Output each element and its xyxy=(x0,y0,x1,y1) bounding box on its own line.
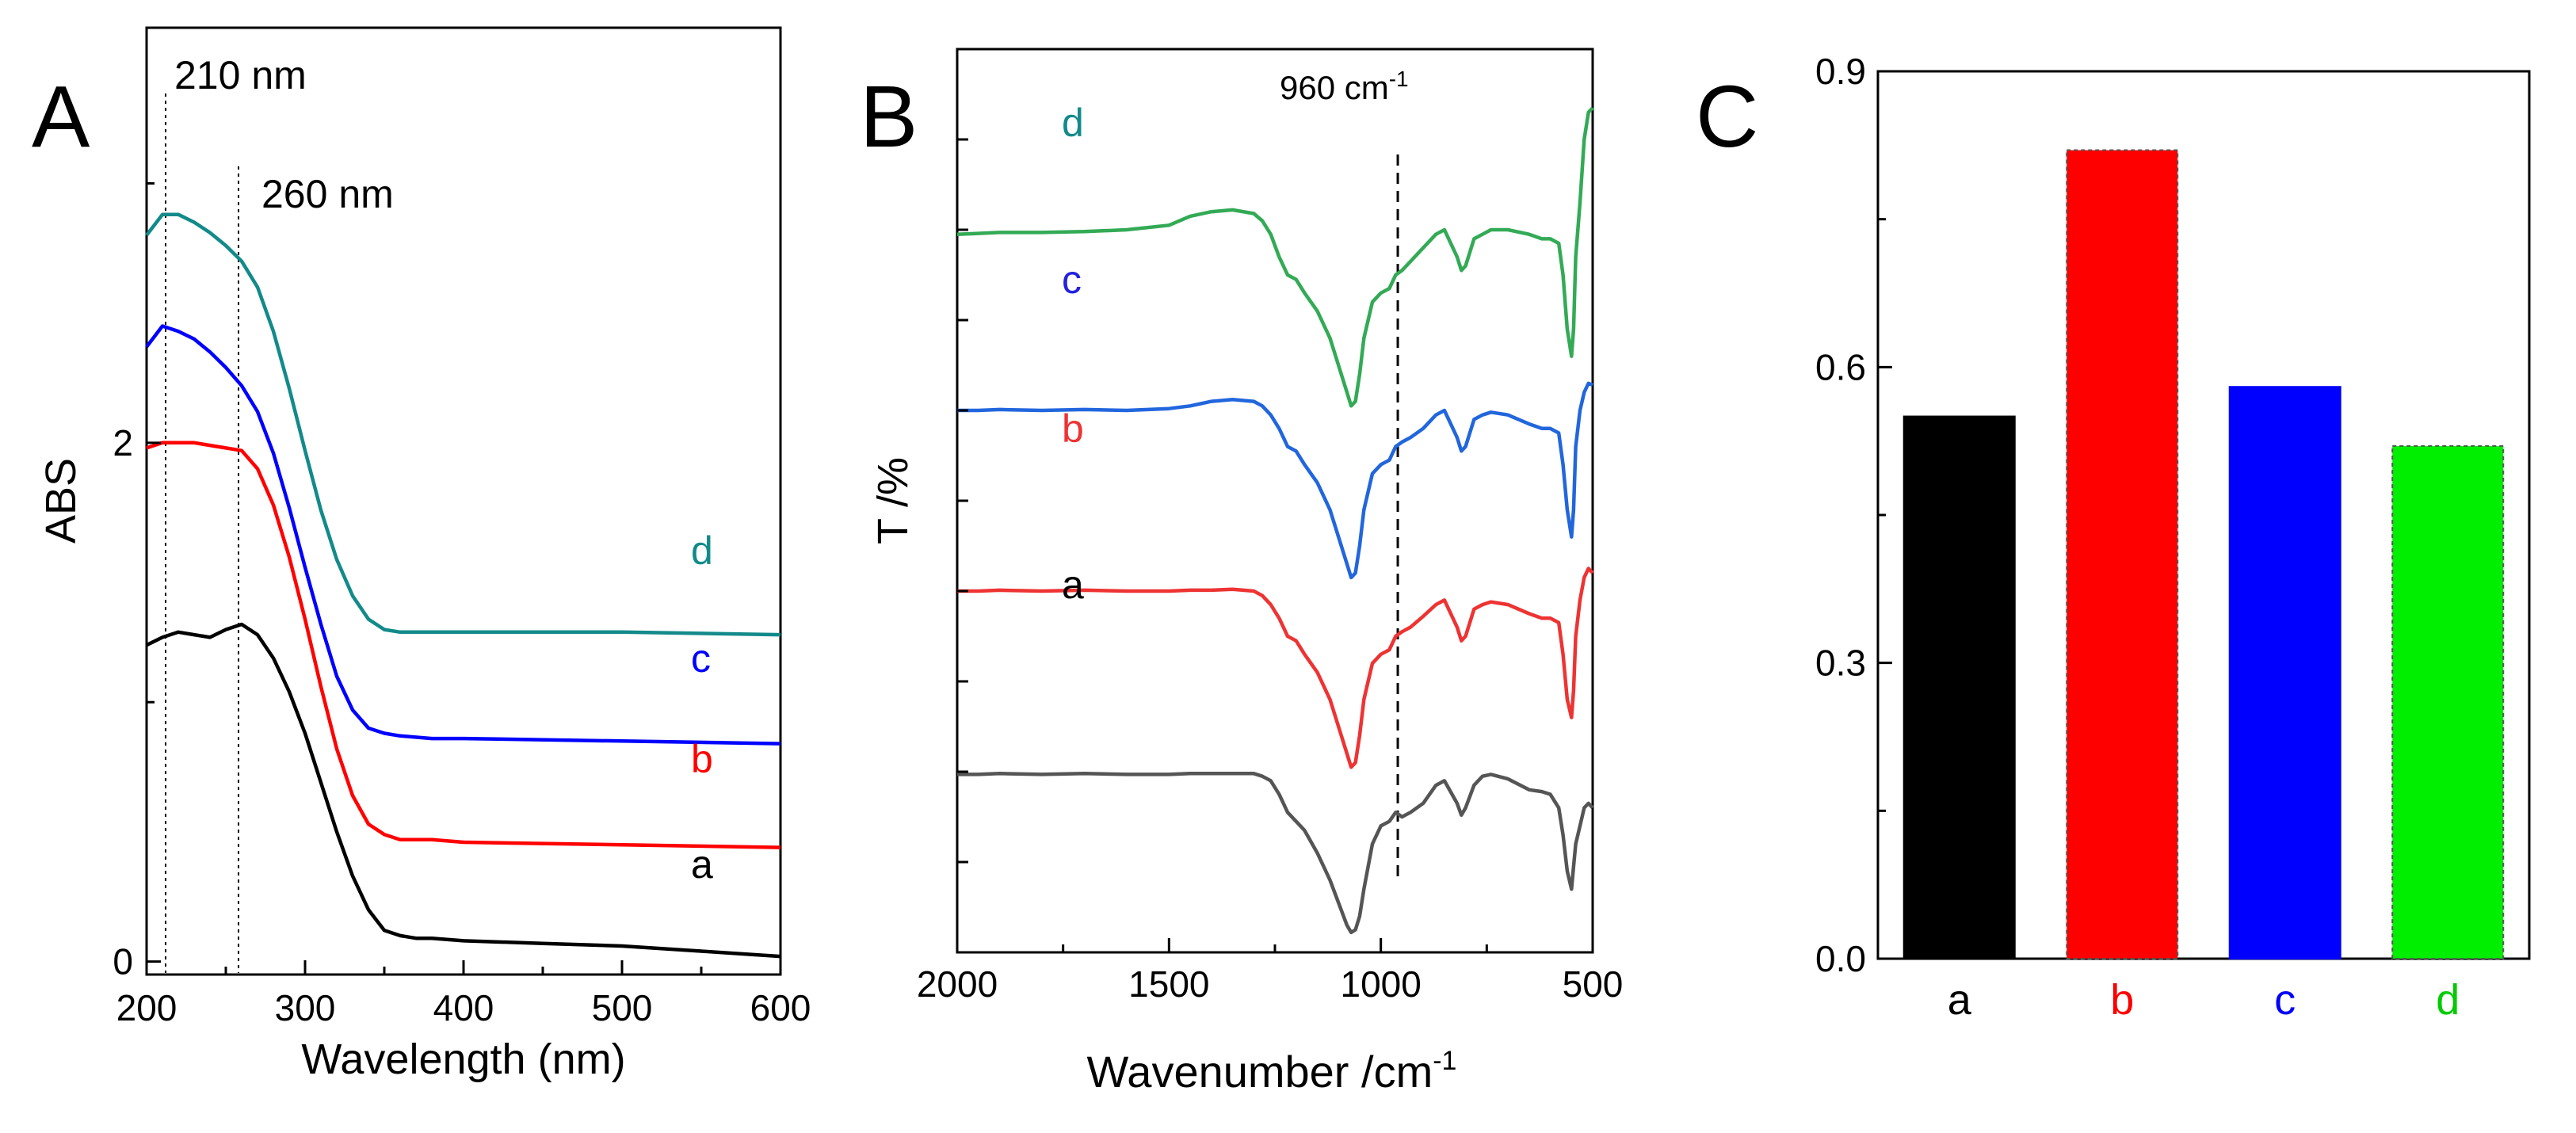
series-line-a-a xyxy=(146,622,781,959)
panel-label-a: A xyxy=(32,68,90,166)
series-labels-b: a b c d xyxy=(1062,101,1084,607)
series-label-b-c: c xyxy=(1062,258,1082,302)
series-line-b-c xyxy=(957,381,1593,580)
x-tick-label-b-1: 1500 xyxy=(1128,963,1209,1005)
plot-frame-b xyxy=(956,48,1594,954)
x-tick-label-b-2: 1000 xyxy=(1340,963,1421,1005)
category-label-c: c xyxy=(2274,976,2296,1024)
series-line-b-b xyxy=(957,566,1594,769)
series-lines-a xyxy=(145,212,781,959)
ref-label-b-text: 960 cm xyxy=(1280,69,1389,106)
y-tick-label-a-1: 2 xyxy=(113,422,133,464)
series-label-a-b: b xyxy=(691,737,713,781)
ref-label-a-1: 260 nm xyxy=(261,172,394,216)
x-axis-label-b-text: Wavenumber /cm xyxy=(1087,1047,1433,1097)
series-labels-a: a b c d xyxy=(691,528,713,887)
y-tick-label-c-0: 0.0 xyxy=(1815,938,1866,979)
series-line-b-a xyxy=(957,772,1594,935)
category-labels-c: a b c d xyxy=(1948,976,2460,1024)
series-label-a-d: d xyxy=(691,528,713,573)
tick-labels-b: 2000 1500 1000 500 xyxy=(917,963,1624,1005)
axis-ticks-b xyxy=(956,138,1594,952)
series-line-a-b xyxy=(146,441,781,849)
series-label-a-c: c xyxy=(691,636,711,681)
x-tick-label-b-0: 2000 xyxy=(917,963,998,1005)
tick-labels-c: 0.0 0.3 0.6 0.9 xyxy=(1815,51,1866,979)
plot-frame-a xyxy=(145,26,782,976)
series-line-b-d xyxy=(956,106,1594,408)
x-tick-label-a-0: 200 xyxy=(116,987,177,1028)
category-label-a: a xyxy=(1948,976,1972,1024)
bar-d xyxy=(2391,444,2505,959)
y-tick-label-a-0: 0 xyxy=(113,941,133,982)
y-axis-label-a: ABS xyxy=(37,458,85,544)
panel-label-b: B xyxy=(860,68,918,166)
x-tick-label-b-3: 500 xyxy=(1563,963,1624,1005)
x-tick-label-a-4: 600 xyxy=(750,987,811,1028)
tick-labels-a: 200 300 400 500 600 0 2 xyxy=(113,422,811,1028)
y-tick-label-c-2: 0.6 xyxy=(1815,346,1866,387)
panel-c: C 0.0 0.3 0.6 0.9 a b c d xyxy=(1696,51,2531,1024)
x-axis-label-b-sup: -1 xyxy=(1433,1046,1456,1076)
series-line-a-c xyxy=(145,324,781,746)
panel-a: A 210 nm 260 nm 200 300 400 500 600 0 2 a b c d Wa… xyxy=(32,26,811,1083)
x-axis-label-b: Wavenumber /cm-1 xyxy=(1087,1046,1457,1097)
series-label-b-a: a xyxy=(1062,563,1084,607)
axis-ticks-a xyxy=(145,181,782,975)
bars-c xyxy=(1902,149,2505,960)
category-label-b: b xyxy=(2110,976,2134,1024)
series-label-b-d: d xyxy=(1062,101,1084,145)
ref-label-a-0: 210 nm xyxy=(174,53,307,97)
axis-ticks-c xyxy=(1878,70,1892,960)
reference-lines-a: 210 nm 260 nm xyxy=(165,53,394,973)
x-tick-label-a-1: 300 xyxy=(275,987,336,1028)
reference-lines-b: 960 cm-1 xyxy=(1280,67,1409,879)
category-label-d: d xyxy=(2436,976,2460,1024)
series-label-a-a: a xyxy=(691,842,713,887)
bar-a xyxy=(1902,415,2016,959)
bar-c xyxy=(2228,386,2341,959)
y-tick-label-c-3: 0.9 xyxy=(1815,51,1866,92)
x-tick-label-a-3: 500 xyxy=(592,987,653,1028)
y-tick-label-c-1: 0.3 xyxy=(1815,643,1866,684)
panel-label-c: C xyxy=(1696,68,1758,166)
x-tick-label-a-2: 400 xyxy=(433,987,494,1028)
series-line-a-d xyxy=(145,212,781,637)
series-label-b-b: b xyxy=(1062,406,1084,451)
ref-label-b-sup: -1 xyxy=(1389,67,1409,91)
y-axis-label-b: T /% xyxy=(869,457,917,544)
ref-label-b: 960 cm-1 xyxy=(1280,67,1409,106)
bar-b xyxy=(2066,149,2179,960)
series-lines-b xyxy=(956,106,1594,935)
x-axis-label-a: Wavelength (nm) xyxy=(301,1036,625,1083)
